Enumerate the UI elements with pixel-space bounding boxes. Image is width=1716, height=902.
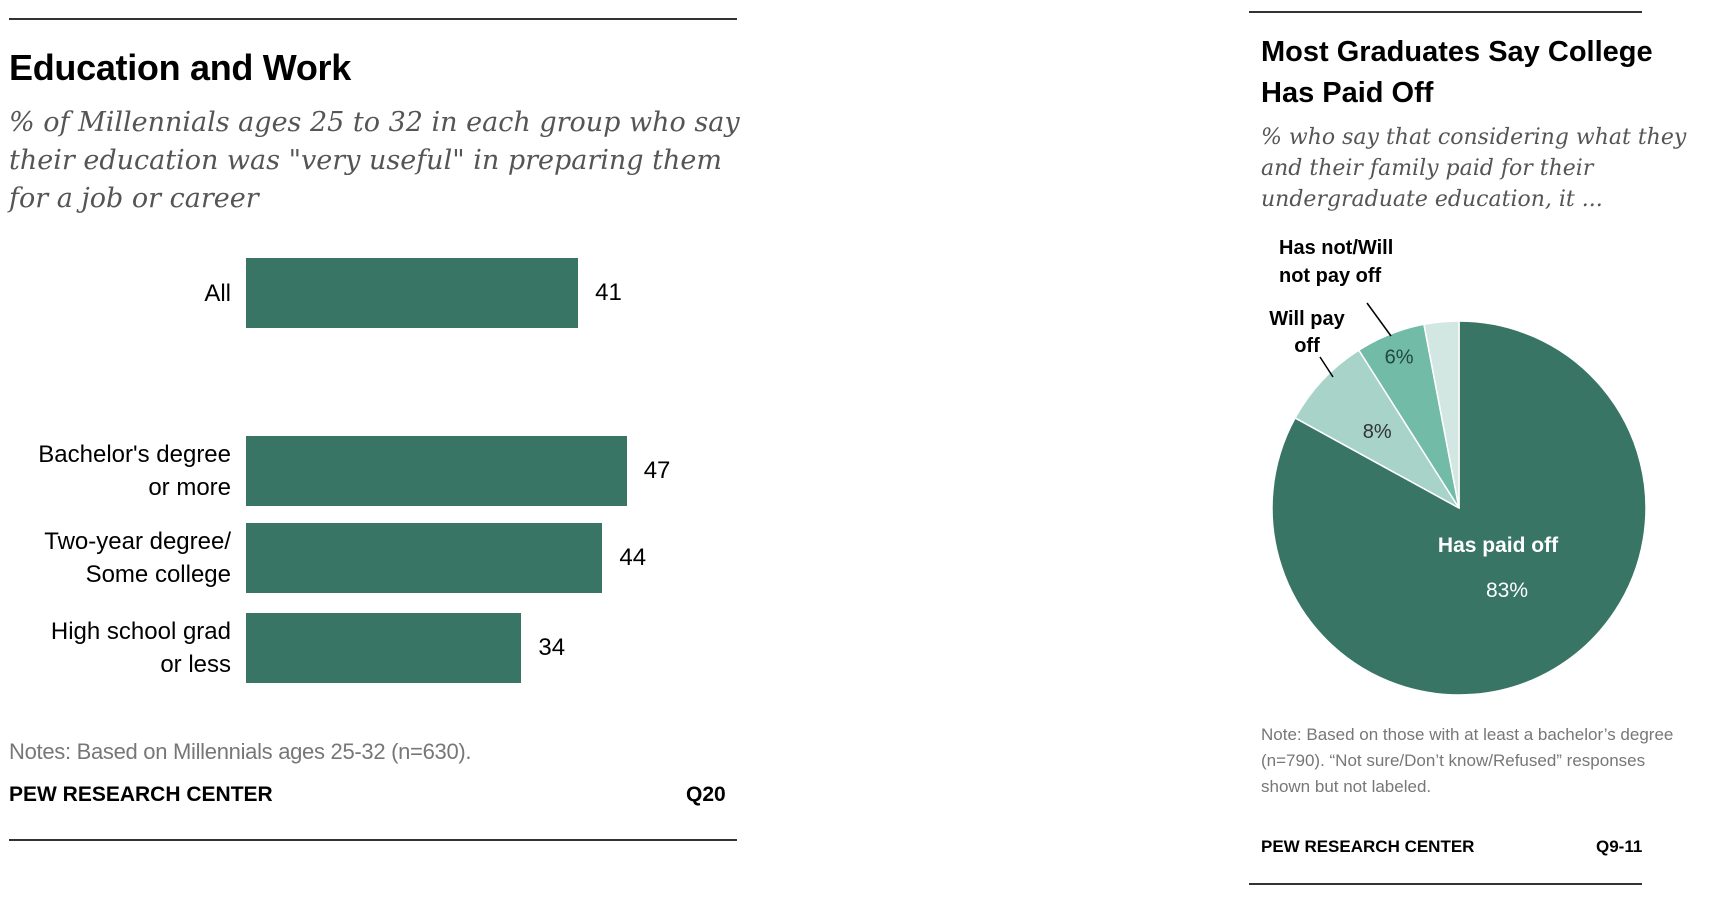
chart-title-left: Education and Work: [9, 47, 351, 88]
source-left: PEW RESEARCH CENTER: [9, 783, 273, 806]
slice-value-label: 83%: [1486, 579, 1528, 602]
category-label-line: Bachelor's degree: [38, 441, 231, 468]
slice-category-label: Will pay: [1269, 308, 1345, 330]
slice-value-label: 6%: [1385, 347, 1414, 369]
category-label-line: All: [204, 279, 231, 307]
category-label-line: or more: [148, 474, 231, 501]
category-label-line: or less: [160, 651, 231, 678]
bar: [246, 613, 522, 683]
data-label: 34: [538, 634, 566, 661]
top-rule-right: [1249, 11, 1642, 13]
question-code-left: Q20: [686, 783, 726, 806]
notes-right: Note: Based on those with at least a bac…: [1261, 725, 1674, 796]
leader-line: [1366, 302, 1392, 337]
data-label: 41: [595, 279, 622, 306]
pie-slice: [1423, 320, 1460, 509]
bar: [246, 523, 603, 593]
leader-line: [1319, 356, 1334, 378]
bar: [246, 436, 627, 506]
category-label-line: Two-year degree/: [44, 528, 231, 555]
bottom-rule-left: [9, 839, 737, 841]
category-label: Two-year degree/Some college: [0, 525, 231, 591]
slice-value-label: 8%: [1363, 421, 1392, 443]
slice-category-label: not pay off: [1279, 265, 1382, 287]
data-label: 47: [643, 457, 671, 484]
slice-category-label: Has not/Will: [1279, 237, 1393, 259]
slice-category-label: Has paid off: [1438, 534, 1559, 557]
source-right: PEW RESEARCH CENTER: [1261, 837, 1475, 856]
bar: [246, 258, 579, 328]
data-label: 44: [619, 544, 647, 571]
category-label: All: [0, 277, 231, 310]
category-label-line: High school grad: [50, 618, 231, 645]
chart-title-right: Most Graduates Say College Has Paid Off: [1261, 36, 1653, 109]
category-label: High school grad or less: [0, 615, 231, 681]
pie-slice: [1294, 349, 1460, 509]
question-code-right: Q9-11: [1596, 837, 1643, 856]
chart-subtitle-left: % of Millennials ages 25 to 32 in each g…: [9, 107, 740, 214]
bottom-rule-right: [1249, 883, 1642, 885]
notes-left: Notes: Based on Millennials ages 25-32 (…: [9, 739, 472, 764]
category-label-line: Some college: [85, 561, 231, 588]
chart-subtitle-right: % who say that considering what they and…: [1261, 125, 1687, 212]
top-rule-left: [9, 18, 737, 20]
category-label: Bachelor's degree or more: [0, 438, 231, 504]
slice-category-label: off: [1294, 335, 1320, 357]
